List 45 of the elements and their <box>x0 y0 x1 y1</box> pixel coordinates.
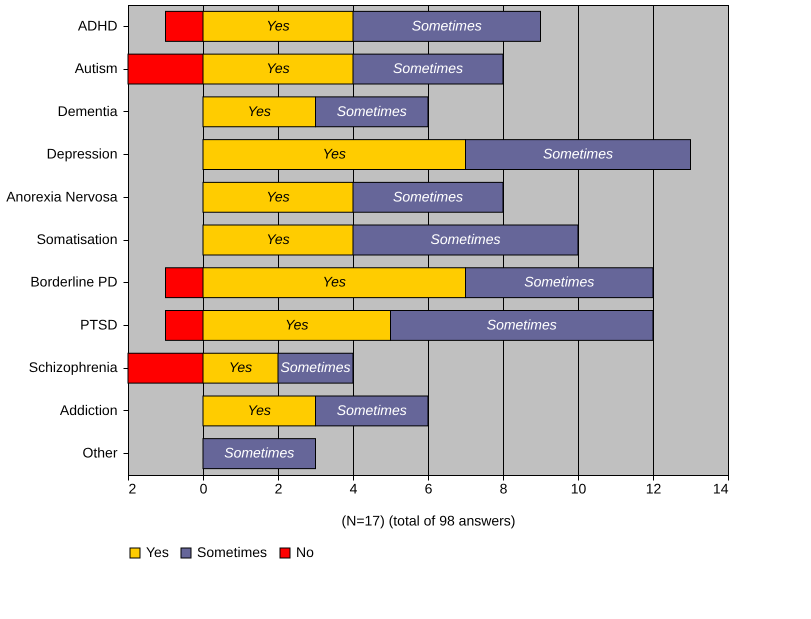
annotation: Yes <box>266 17 290 34</box>
x-tick-label: 12 <box>646 480 662 496</box>
annotation: Yes <box>228 359 252 376</box>
y-tick-label: Anorexia Nervosa <box>6 188 118 204</box>
annotation: Yes <box>285 316 308 332</box>
x-tick-label: 4 <box>350 480 358 496</box>
y-tick-label: Borderline PD <box>30 274 118 290</box>
legend-label: Sometimes <box>197 544 268 560</box>
y-tick-label: Depression <box>46 146 118 162</box>
annotation: Yes <box>248 102 271 119</box>
annotation: Sometimes <box>542 146 614 162</box>
y-tick-label: Schizophrenia <box>28 359 118 376</box>
annotation: Yes <box>266 231 290 247</box>
annotation: Sometimes <box>412 17 482 34</box>
annotation: Sometimes <box>280 359 351 376</box>
y-tick-label: Dementia <box>58 102 118 119</box>
annotation: Sometimes <box>336 402 407 418</box>
annotation: Sometimes <box>524 274 594 290</box>
y-tick-label: Autism <box>74 60 118 76</box>
annotation: Sometimes <box>392 188 464 204</box>
annotation: Sometimes <box>430 231 501 247</box>
annotation: Yes <box>322 274 346 290</box>
legend-label: No <box>296 544 314 560</box>
legend-label: Yes <box>146 544 169 560</box>
x-tick-label: 6 <box>424 480 433 496</box>
annotation: Sometimes <box>486 316 557 332</box>
x-tick-label: 10 <box>570 480 586 496</box>
y-tick-label: Other <box>82 444 118 461</box>
annotation: Yes <box>266 60 290 76</box>
annotation: Sometimes <box>336 102 407 119</box>
x-tick-label: 14 <box>712 480 729 496</box>
annotation: Sometimes <box>224 444 294 461</box>
annotation: Yes <box>266 188 290 204</box>
x-tick-label: 2 <box>274 480 283 496</box>
y-tick-label: ADHD <box>78 17 118 34</box>
annotation: Yes <box>322 146 346 162</box>
x-tick-label: 2 <box>128 480 136 496</box>
y-tick-label: PTSD <box>80 316 118 332</box>
x-axis-title: (N=17) (total of 98 answers) <box>342 512 516 528</box>
y-tick-label: Addiction <box>60 402 118 418</box>
annotation: Yes <box>248 402 271 418</box>
annotation: Sometimes <box>392 60 464 76</box>
y-tick-label: Somatisation <box>36 231 118 247</box>
x-tick-label: 0 <box>200 480 208 496</box>
x-tick-label: 8 <box>500 480 508 496</box>
